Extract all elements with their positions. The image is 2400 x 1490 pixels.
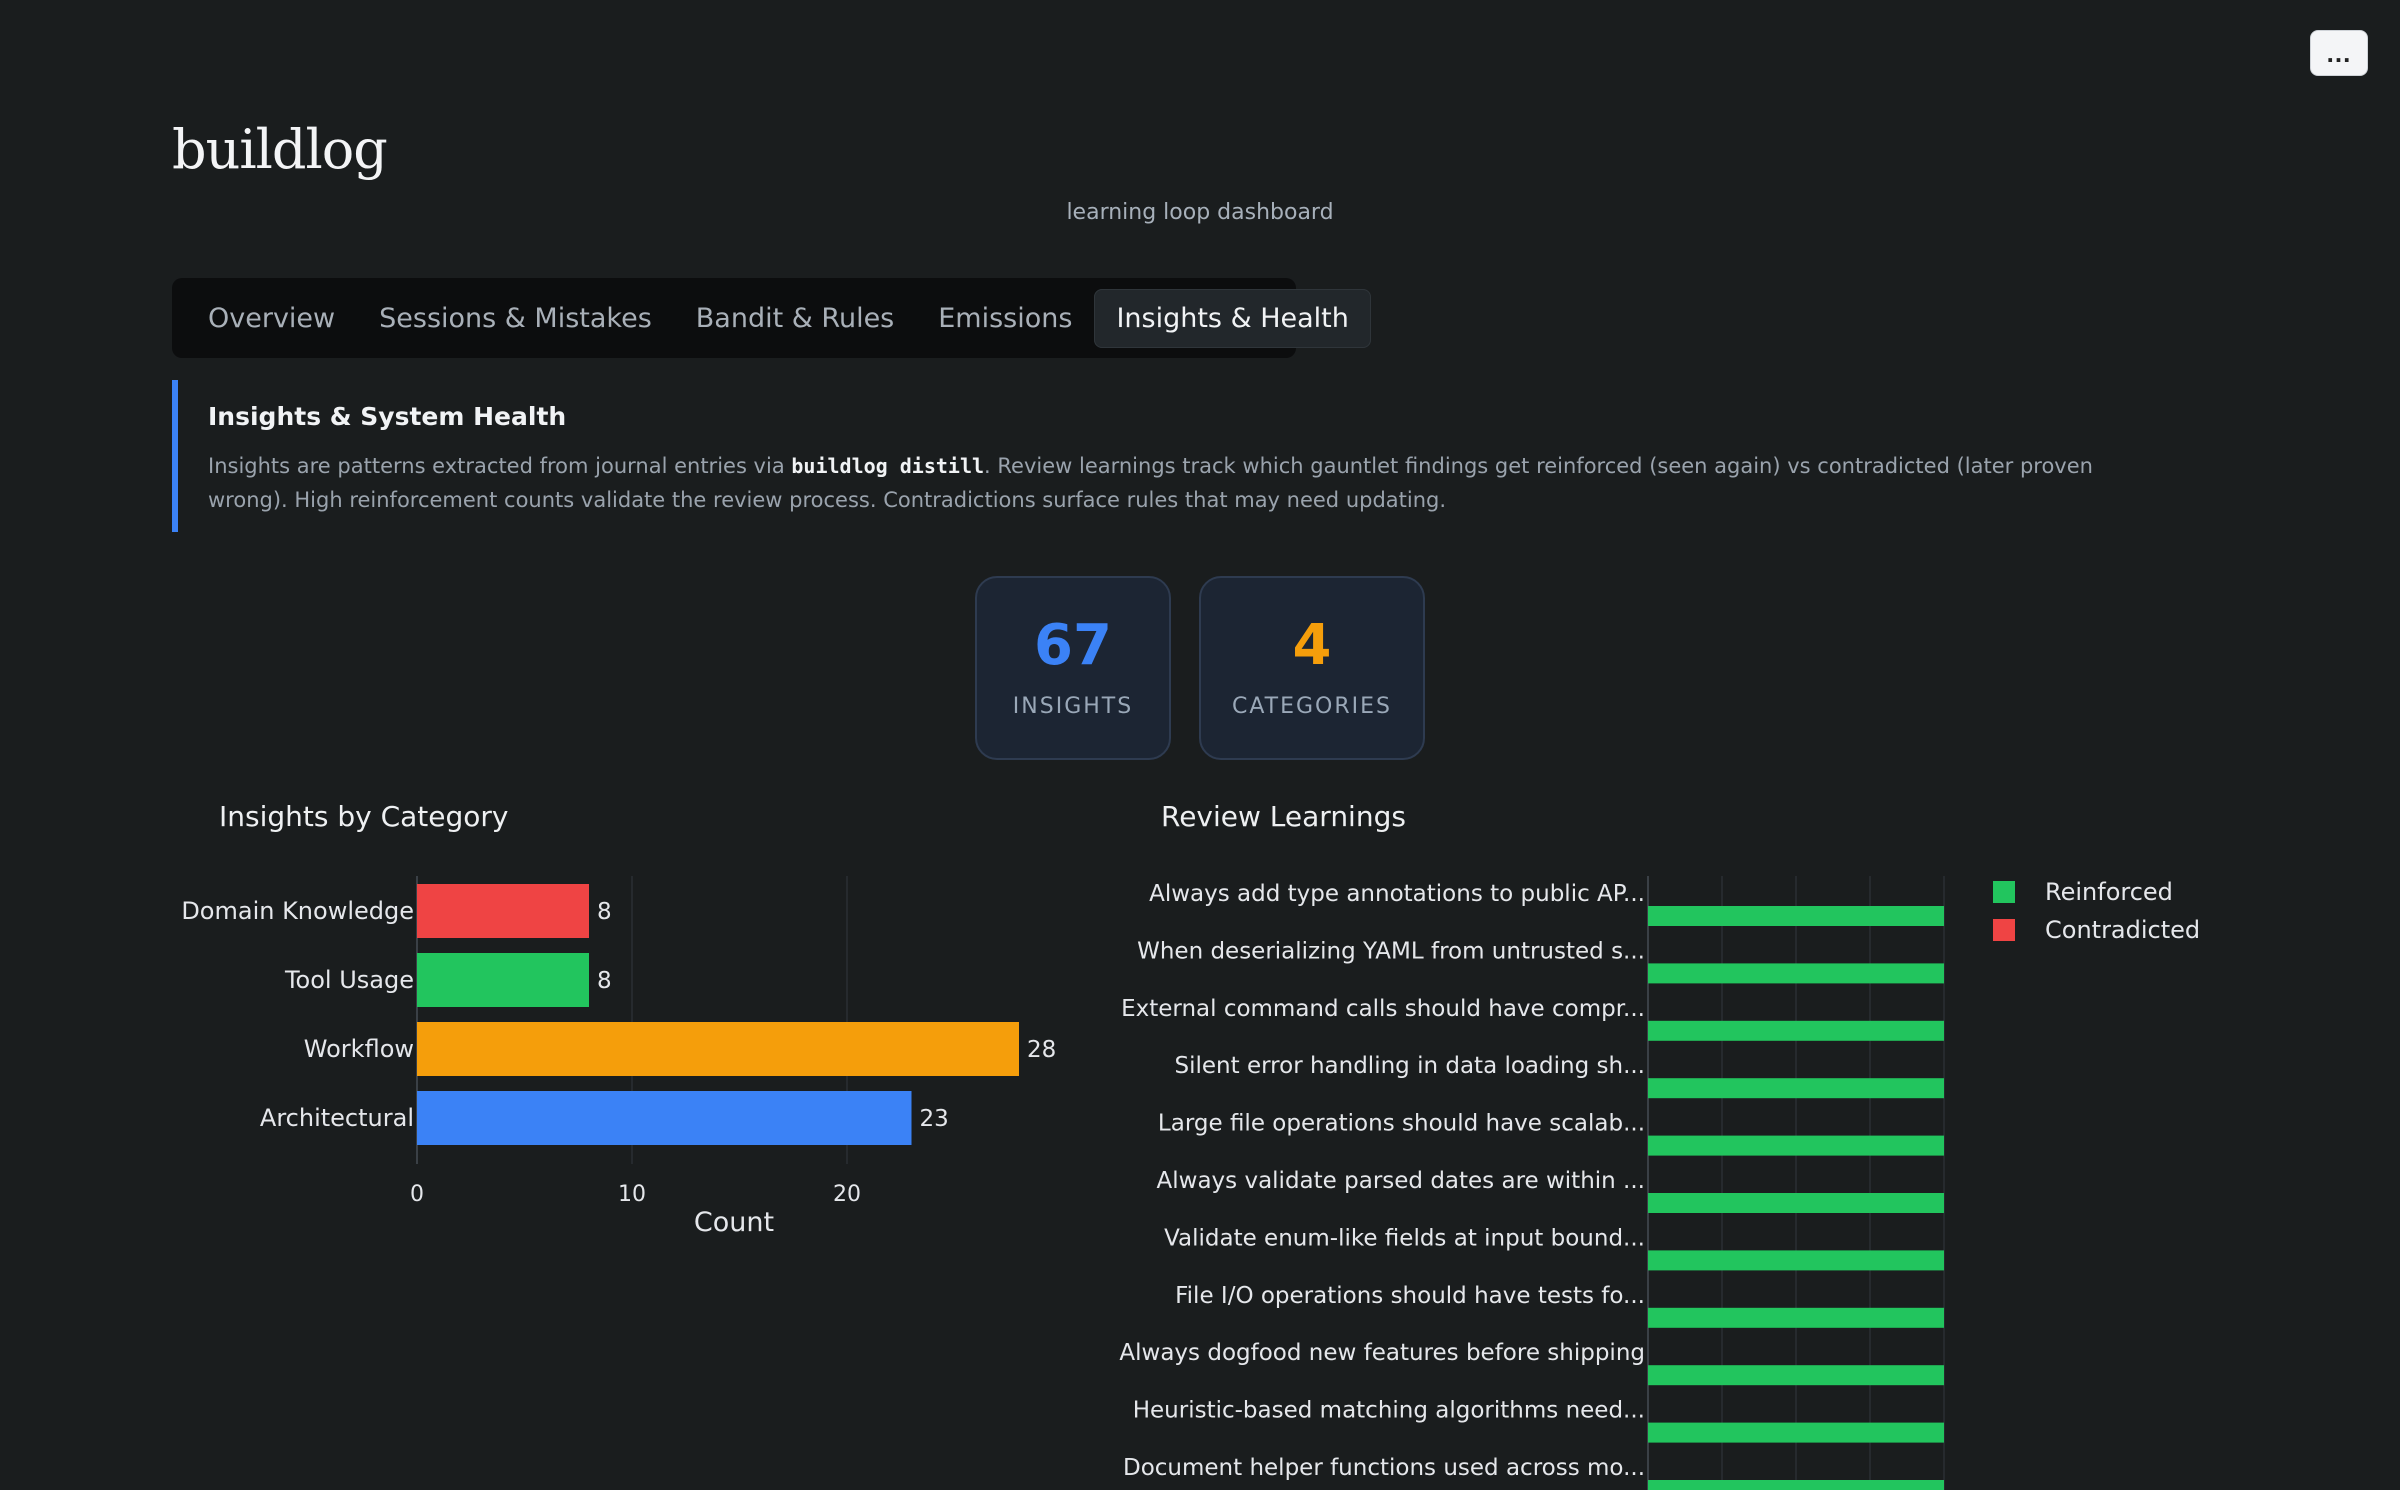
insights-by-category-chart: 0 10 20 Domain Knowledge 8 Tool Usage 8 Workflo… xyxy=(181,876,1056,1238)
bar-reinforced xyxy=(1648,1020,1944,1041)
callout-code: buildlog distill xyxy=(791,454,985,478)
bar-reinforced xyxy=(1648,906,1944,926)
chart-title-review-learnings: Review Learnings xyxy=(1161,800,1406,833)
callout-text-start: Insights are patterns extracted from jou… xyxy=(208,454,792,478)
callout-text-end: . Review learnings track which gauntlet … xyxy=(208,454,2093,512)
category-label: Workflow xyxy=(304,1035,414,1063)
legend-label: Reinforced xyxy=(2045,878,2173,906)
category-label: Tool Usage xyxy=(284,966,414,994)
category-label: Document helper functions used across mo… xyxy=(1123,1455,1645,1481)
x-tick-label: 0 xyxy=(410,1182,424,1207)
bar xyxy=(417,884,589,938)
legend-swatch xyxy=(1993,881,2015,903)
stat-value: 4 xyxy=(1292,613,1332,678)
callout-body: Insights are patterns extracted from jou… xyxy=(208,449,2158,517)
category-label: Architectural xyxy=(260,1104,414,1132)
x-tick-label: 10 xyxy=(618,1182,646,1207)
brand-logo: buildlog xyxy=(172,118,388,181)
data-label: 28 xyxy=(1027,1037,1056,1063)
tab-bandit-rules[interactable]: Bandit & Rules xyxy=(695,302,895,334)
stat-value: 67 xyxy=(1034,613,1112,678)
bar-reinforced xyxy=(1648,1078,1944,1099)
stat-label: INSIGHTS xyxy=(1012,694,1134,719)
category-label: Always add type annotations to public AP… xyxy=(1149,881,1645,907)
bar-reinforced xyxy=(1648,1422,1944,1443)
bar xyxy=(417,1091,912,1145)
x-axis-title: Count xyxy=(694,1207,774,1238)
legend-label: Contradicted xyxy=(2045,916,2200,944)
tab-bar: Overview Sessions & Mistakes Bandit & Ru… xyxy=(172,278,1371,358)
bar-reinforced xyxy=(1648,1135,1944,1156)
x-tick-label: 20 xyxy=(833,1182,861,1207)
category-label: Large file operations should have scalab… xyxy=(1158,1111,1645,1137)
bar-reinforced xyxy=(1648,1193,1944,1213)
category-label: Heuristic-based matching algorithms need… xyxy=(1133,1398,1645,1424)
ellipsis-icon: ... xyxy=(2326,38,2352,68)
bar-reinforced xyxy=(1648,1307,1944,1328)
data-label: 8 xyxy=(597,968,612,994)
chart-title-insights-by-category: Insights by Category xyxy=(219,800,509,833)
stat-card-insights: 67 INSIGHTS xyxy=(975,576,1171,760)
category-label: Always dogfood new features before shipp… xyxy=(1119,1340,1645,1366)
category-label: Validate enum-like fields at input bound… xyxy=(1164,1225,1645,1251)
category-label: External command calls should have compr… xyxy=(1121,996,1645,1022)
bar xyxy=(417,953,589,1007)
info-callout: Insights & System Health Insights are pa… xyxy=(172,380,2172,532)
bar-reinforced xyxy=(1648,1365,1944,1386)
category-label: File I/O operations should have tests fo… xyxy=(1175,1283,1645,1309)
bar xyxy=(417,1022,1019,1076)
tab-sessions-mistakes[interactable]: Sessions & Mistakes xyxy=(379,302,652,334)
tab-overview[interactable]: Overview xyxy=(208,302,336,334)
category-label: Always validate parsed dates are within … xyxy=(1157,1168,1645,1194)
data-label: 8 xyxy=(597,899,612,925)
callout-title: Insights & System Health xyxy=(208,402,567,431)
bar-reinforced xyxy=(1648,1250,1944,1271)
category-label: When deserializing YAML from untrusted s… xyxy=(1137,938,1645,964)
bar-reinforced xyxy=(1648,1480,1944,1490)
more-options-button[interactable]: ... xyxy=(2310,30,2368,76)
tab-insights-health[interactable]: Insights & Health xyxy=(1094,288,1371,348)
page-subtitle: learning loop dashboard xyxy=(1066,200,1334,225)
tab-emissions[interactable]: Emissions xyxy=(938,302,1073,334)
bar-reinforced xyxy=(1648,963,1944,984)
stat-card-categories: 4 CATEGORIES xyxy=(1199,576,1425,760)
legend-swatch xyxy=(1993,919,2015,941)
category-label: Domain Knowledge xyxy=(181,897,414,925)
review-learnings-chart: Always add type annotations to public AP… xyxy=(1119,876,2200,1490)
stat-label: CATEGORIES xyxy=(1231,694,1393,719)
data-label: 23 xyxy=(920,1106,949,1132)
category-label: Silent error handling in data loading sh… xyxy=(1175,1053,1645,1079)
